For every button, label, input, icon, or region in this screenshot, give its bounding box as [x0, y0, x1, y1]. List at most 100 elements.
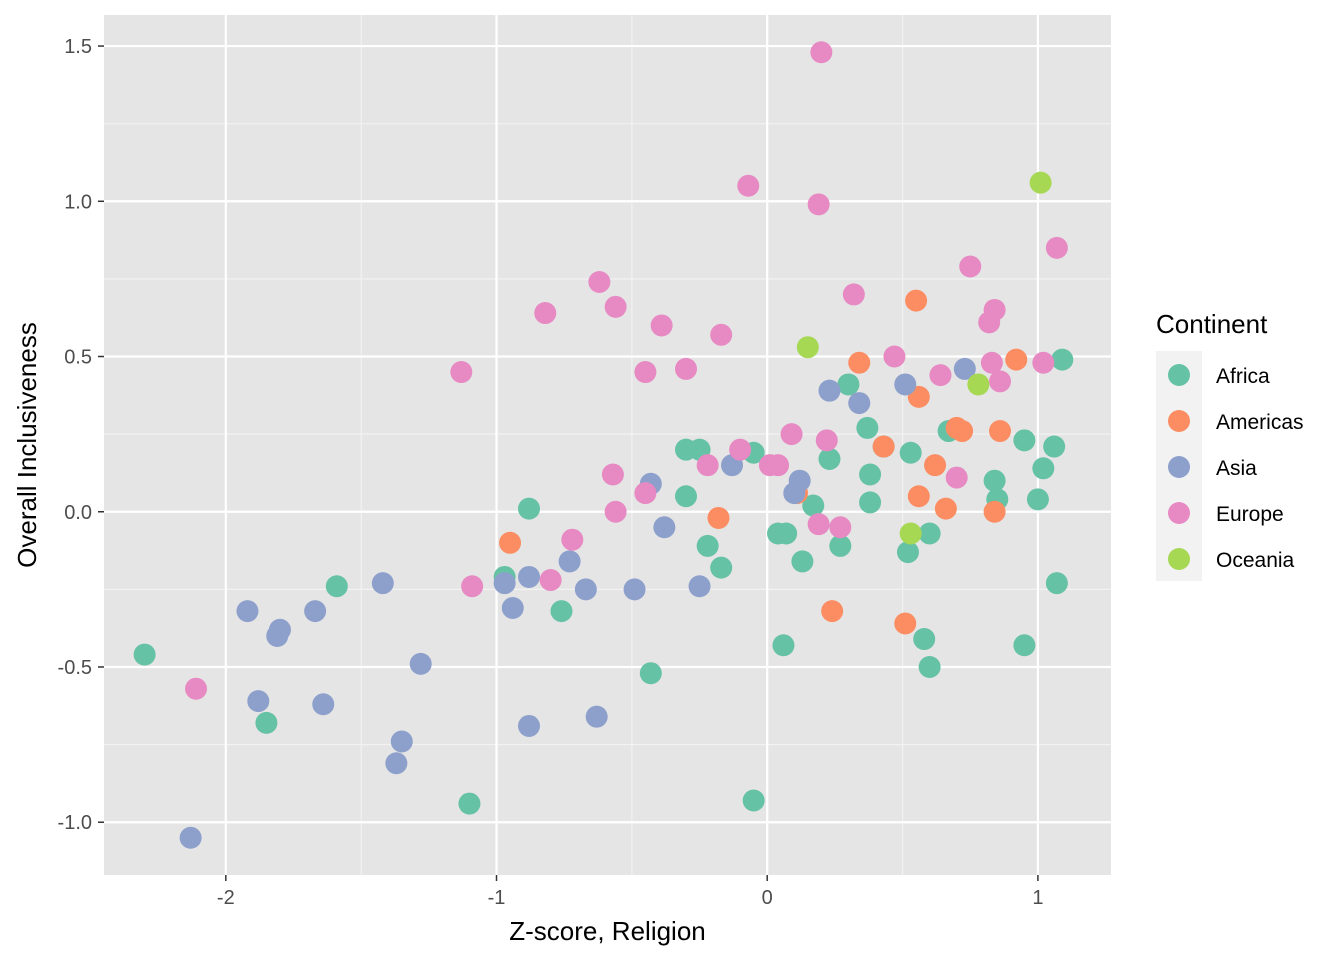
- data-points: [133, 41, 1074, 849]
- point-americas: [907, 485, 930, 508]
- point-africa: [983, 469, 1006, 492]
- point-asia: [236, 600, 259, 623]
- point-europe: [989, 370, 1012, 393]
- point-europe: [650, 314, 673, 337]
- point-africa: [899, 441, 922, 464]
- x-axis: -2 -1 0 1: [217, 875, 1043, 909]
- y-tick-label: -1.0: [58, 812, 92, 834]
- point-europe: [729, 438, 752, 461]
- point-africa: [829, 534, 852, 557]
- point-americas: [905, 289, 928, 312]
- point-africa: [856, 416, 879, 439]
- point-asia: [268, 618, 291, 641]
- point-europe: [675, 357, 698, 380]
- point-asia: [409, 652, 432, 675]
- legend-key-americas: [1168, 410, 1190, 432]
- point-americas: [934, 497, 957, 520]
- y-axis-title: Overall Inclusiveness: [12, 322, 42, 568]
- point-oceania: [899, 522, 922, 545]
- legend-label-asia: Asia: [1216, 457, 1257, 480]
- point-europe: [929, 364, 952, 387]
- y-tick-label: 0.5: [64, 347, 92, 369]
- point-africa: [802, 494, 825, 517]
- point-asia: [517, 565, 540, 588]
- point-africa: [859, 463, 882, 486]
- point-europe: [634, 482, 657, 505]
- point-americas: [989, 420, 1012, 443]
- point-europe: [945, 466, 968, 489]
- point-europe: [539, 569, 562, 592]
- point-asia: [653, 516, 676, 539]
- x-tick-label: 1: [1032, 887, 1043, 909]
- legend-key-oceania: [1168, 548, 1190, 570]
- point-europe: [810, 41, 833, 64]
- y-tick-label: 0.0: [64, 502, 92, 524]
- point-africa: [818, 447, 841, 470]
- point-africa: [918, 522, 941, 545]
- legend-label-europe: Europe: [1216, 503, 1284, 526]
- point-europe: [980, 351, 1003, 374]
- point-americas: [983, 500, 1006, 523]
- point-africa: [675, 485, 698, 508]
- point-europe: [1045, 236, 1068, 259]
- point-asia: [623, 578, 646, 601]
- point-africa: [913, 628, 936, 651]
- point-europe: [185, 677, 208, 700]
- point-europe: [604, 295, 627, 318]
- x-axis-title: Z-score, Religion: [509, 916, 706, 946]
- point-africa: [1013, 634, 1036, 657]
- point-asia: [558, 550, 581, 573]
- legend-title: Continent: [1156, 309, 1268, 339]
- point-europe: [588, 271, 611, 294]
- point-oceania: [967, 373, 990, 396]
- point-africa: [517, 497, 540, 520]
- point-europe: [815, 429, 838, 452]
- point-asia: [585, 705, 608, 728]
- point-africa: [742, 789, 765, 812]
- point-europe: [983, 298, 1006, 321]
- point-europe: [780, 423, 803, 446]
- legend-key-asia: [1168, 456, 1190, 478]
- point-asia: [179, 826, 202, 849]
- point-africa: [458, 792, 481, 815]
- point-asia: [848, 392, 871, 415]
- point-africa: [791, 550, 814, 573]
- point-americas: [707, 506, 730, 529]
- point-asia: [312, 693, 335, 716]
- legend-key-europe: [1168, 502, 1190, 524]
- point-africa: [918, 655, 941, 678]
- point-africa: [696, 534, 719, 557]
- point-americas: [499, 531, 522, 554]
- point-europe: [1032, 351, 1055, 374]
- point-africa: [255, 711, 278, 734]
- point-africa: [1032, 457, 1055, 480]
- legend: Continent Africa Americas Asia Europe Oceani…: [1156, 309, 1304, 581]
- y-tick-label: 1.0: [64, 191, 92, 213]
- point-europe: [696, 454, 719, 477]
- point-asia: [688, 575, 711, 598]
- point-americas: [872, 435, 895, 458]
- point-africa: [1043, 435, 1066, 458]
- point-asia: [501, 596, 524, 619]
- point-africa: [325, 575, 348, 598]
- point-oceania: [796, 336, 819, 359]
- point-europe: [829, 516, 852, 539]
- legend-label-americas: Americas: [1216, 411, 1304, 434]
- point-asia: [818, 379, 841, 402]
- point-asia: [517, 714, 540, 737]
- legend-label-oceania: Oceania: [1216, 549, 1295, 572]
- point-americas: [924, 454, 947, 477]
- point-europe: [534, 302, 557, 325]
- point-africa: [550, 600, 573, 623]
- point-europe: [450, 361, 473, 384]
- point-europe: [959, 255, 982, 278]
- point-americas: [848, 351, 871, 374]
- point-asia: [304, 600, 327, 623]
- point-europe: [767, 454, 790, 477]
- point-europe: [883, 345, 906, 368]
- point-africa: [710, 556, 733, 579]
- point-asia: [247, 690, 270, 713]
- point-americas: [1005, 348, 1028, 371]
- point-africa: [772, 634, 795, 657]
